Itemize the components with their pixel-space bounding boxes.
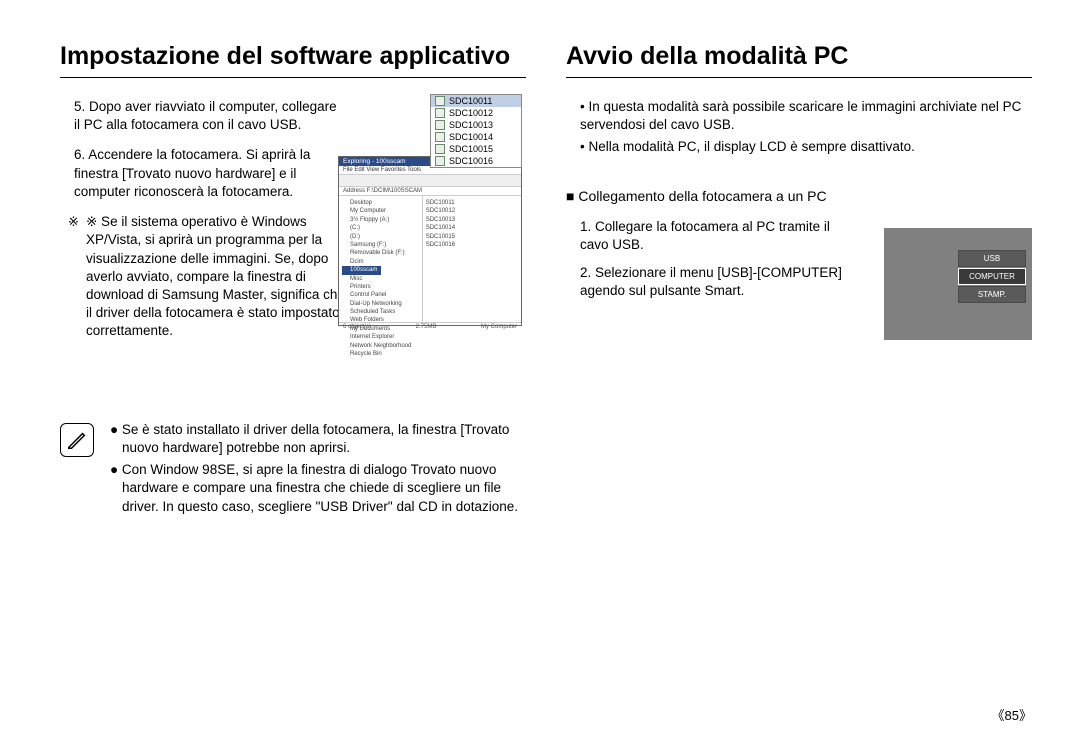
file-list-row: SDC10013 — [431, 119, 521, 131]
file-item: SDC10013 — [426, 216, 518, 224]
file-label: SDC10014 — [449, 132, 493, 142]
file-label: SDC10012 — [449, 108, 493, 118]
tree-item: Misc — [342, 275, 419, 283]
right-bullet-1: • In questa modalità sarà possibile scar… — [566, 98, 1032, 134]
explorer-status: 6 object(s) 2.75MB My Computer — [339, 322, 521, 331]
note-bullets: ● Se è stato installato il driver della … — [110, 421, 526, 520]
tree-item: Internet Explorer — [342, 333, 419, 341]
explorer-screenshot: Exploring - 100sscam File Edit View Favo… — [338, 156, 522, 326]
explorer-tree: DesktopMy Computer3½ Floppy (A:)(C:)(D:)… — [339, 196, 423, 322]
explorer-toolbar — [339, 175, 521, 187]
tree-item: Dcim — [342, 258, 419, 266]
step-note: ※ Se il sistema operativo è Windows XP/V… — [86, 214, 345, 338]
tree-item: Samsung (F:) — [342, 241, 419, 249]
note-bullet: ● Con Window 98SE, si apre la finestra d… — [110, 461, 526, 516]
file-list-row: SDC10014 — [431, 131, 521, 143]
file-list-row: SDC10015 — [431, 143, 521, 155]
file-icon — [435, 156, 445, 166]
tree-item: 3½ Floppy (A:) — [342, 216, 419, 224]
tree-item: (C:) — [342, 224, 419, 232]
info-note: ● Se è stato installato il driver della … — [60, 421, 526, 520]
file-item: SDC10016 — [426, 241, 518, 249]
tree-item: Recycle Bin — [342, 350, 419, 358]
explorer-address: Address F:\DCIM\100SSCAM — [339, 187, 521, 196]
right-subhead: ■ Collegamento della fotocamera a un PC — [566, 187, 1032, 206]
cross-mark: ※ — [68, 213, 79, 231]
file-list-row: SDC10016 — [431, 155, 521, 167]
tree-item: (D:) — [342, 233, 419, 241]
file-icon — [435, 96, 445, 106]
tree-item: Removable Disk (F:) — [342, 249, 419, 257]
file-list-popup: SDC10011 SDC10012 SDC10013 SDC10014 SDC10015… — [430, 94, 522, 168]
page-number: 《85》 — [992, 705, 1032, 724]
file-icon — [435, 144, 445, 154]
explorer-right: SDC10011SDC10012SDC10013SDC10014SDC10015… — [423, 196, 521, 322]
lcd-menu-item: COMPUTER — [958, 268, 1026, 285]
file-icon — [435, 132, 445, 142]
tree-item: Scheduled Tasks — [342, 308, 419, 316]
right-bullet-2: • Nella modalità PC, il display LCD è se… — [566, 138, 1032, 156]
tree-item: 100sscam — [342, 266, 381, 274]
tree-item: Dial-Up Networking — [342, 300, 419, 308]
file-item: SDC10012 — [426, 207, 518, 215]
file-list-row: SDC10012 — [431, 107, 521, 119]
file-item: SDC10014 — [426, 224, 518, 232]
file-label: SDC10016 — [449, 156, 493, 166]
lcd-menu: USBCOMPUTERSTAMP. — [958, 250, 1026, 304]
file-label: SDC10015 — [449, 144, 493, 154]
file-item: SDC10015 — [426, 233, 518, 241]
heading-left: Impostazione del software applicativo — [60, 42, 526, 78]
lcd-menu-item: USB — [958, 250, 1026, 267]
file-icon — [435, 120, 445, 130]
note-icon — [60, 423, 94, 457]
tree-item: Printers — [342, 283, 419, 291]
lcd-preview: USBCOMPUTERSTAMP. — [884, 228, 1032, 340]
note-bullet: ● Se è stato installato il driver della … — [110, 421, 526, 457]
file-list-row: SDC10011 — [431, 95, 521, 107]
file-label: SDC10013 — [449, 120, 493, 130]
heading-right: Avvio della modalità PC — [566, 42, 1032, 78]
tree-item: Network Neighborhood — [342, 342, 419, 350]
lcd-menu-item: STAMP. — [958, 286, 1026, 303]
tree-item: My Computer — [342, 207, 419, 215]
file-item: SDC10011 — [426, 199, 518, 207]
tree-item: Desktop — [342, 199, 419, 207]
file-label: SDC10011 — [449, 96, 492, 106]
tree-item: Control Panel — [342, 291, 419, 299]
file-icon — [435, 108, 445, 118]
